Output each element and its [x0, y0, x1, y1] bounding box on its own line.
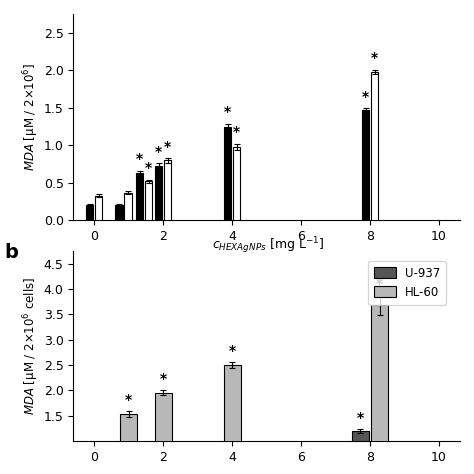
Text: *: *: [160, 372, 167, 386]
Bar: [136, 173, 144, 220]
Bar: [371, 72, 378, 220]
Bar: [233, 147, 240, 220]
Text: *: *: [362, 90, 369, 104]
Text: *: *: [164, 140, 171, 154]
Text: *: *: [376, 277, 383, 291]
Bar: [362, 110, 369, 220]
Bar: [145, 182, 153, 220]
Text: *: *: [125, 393, 132, 407]
Bar: [155, 166, 163, 220]
Bar: [224, 127, 231, 220]
Text: *: *: [155, 145, 162, 159]
Y-axis label: $\it{MDA}$ [μM / 2×10$^6$ cells]: $\it{MDA}$ [μM / 2×10$^6$ cells]: [21, 277, 41, 415]
Text: *: *: [136, 153, 143, 166]
Legend: U-937, HL-60: U-937, HL-60: [368, 261, 446, 305]
Y-axis label: $\it{MDA}$ [μM / 2×10$^6$]: $\it{MDA}$ [μM / 2×10$^6$]: [21, 63, 41, 172]
Bar: [115, 205, 123, 220]
Text: *: *: [357, 410, 364, 425]
Text: *: *: [233, 126, 240, 139]
Bar: [124, 192, 132, 220]
Bar: [352, 431, 369, 474]
Text: *: *: [145, 161, 152, 175]
Text: b: b: [5, 243, 18, 262]
Bar: [224, 365, 241, 474]
Bar: [164, 160, 172, 220]
Bar: [95, 196, 102, 220]
Text: *: *: [371, 51, 378, 65]
Bar: [155, 393, 172, 474]
Bar: [120, 414, 137, 474]
Text: *: *: [224, 105, 231, 119]
Text: *: *: [228, 344, 236, 358]
Text: $\mathit{c}_{HEXAgNPs}$ [mg L$^{-1}$]: $\mathit{c}_{HEXAgNPs}$ [mg L$^{-1}$]: [212, 236, 324, 256]
Bar: [86, 205, 93, 220]
Bar: [371, 305, 388, 474]
